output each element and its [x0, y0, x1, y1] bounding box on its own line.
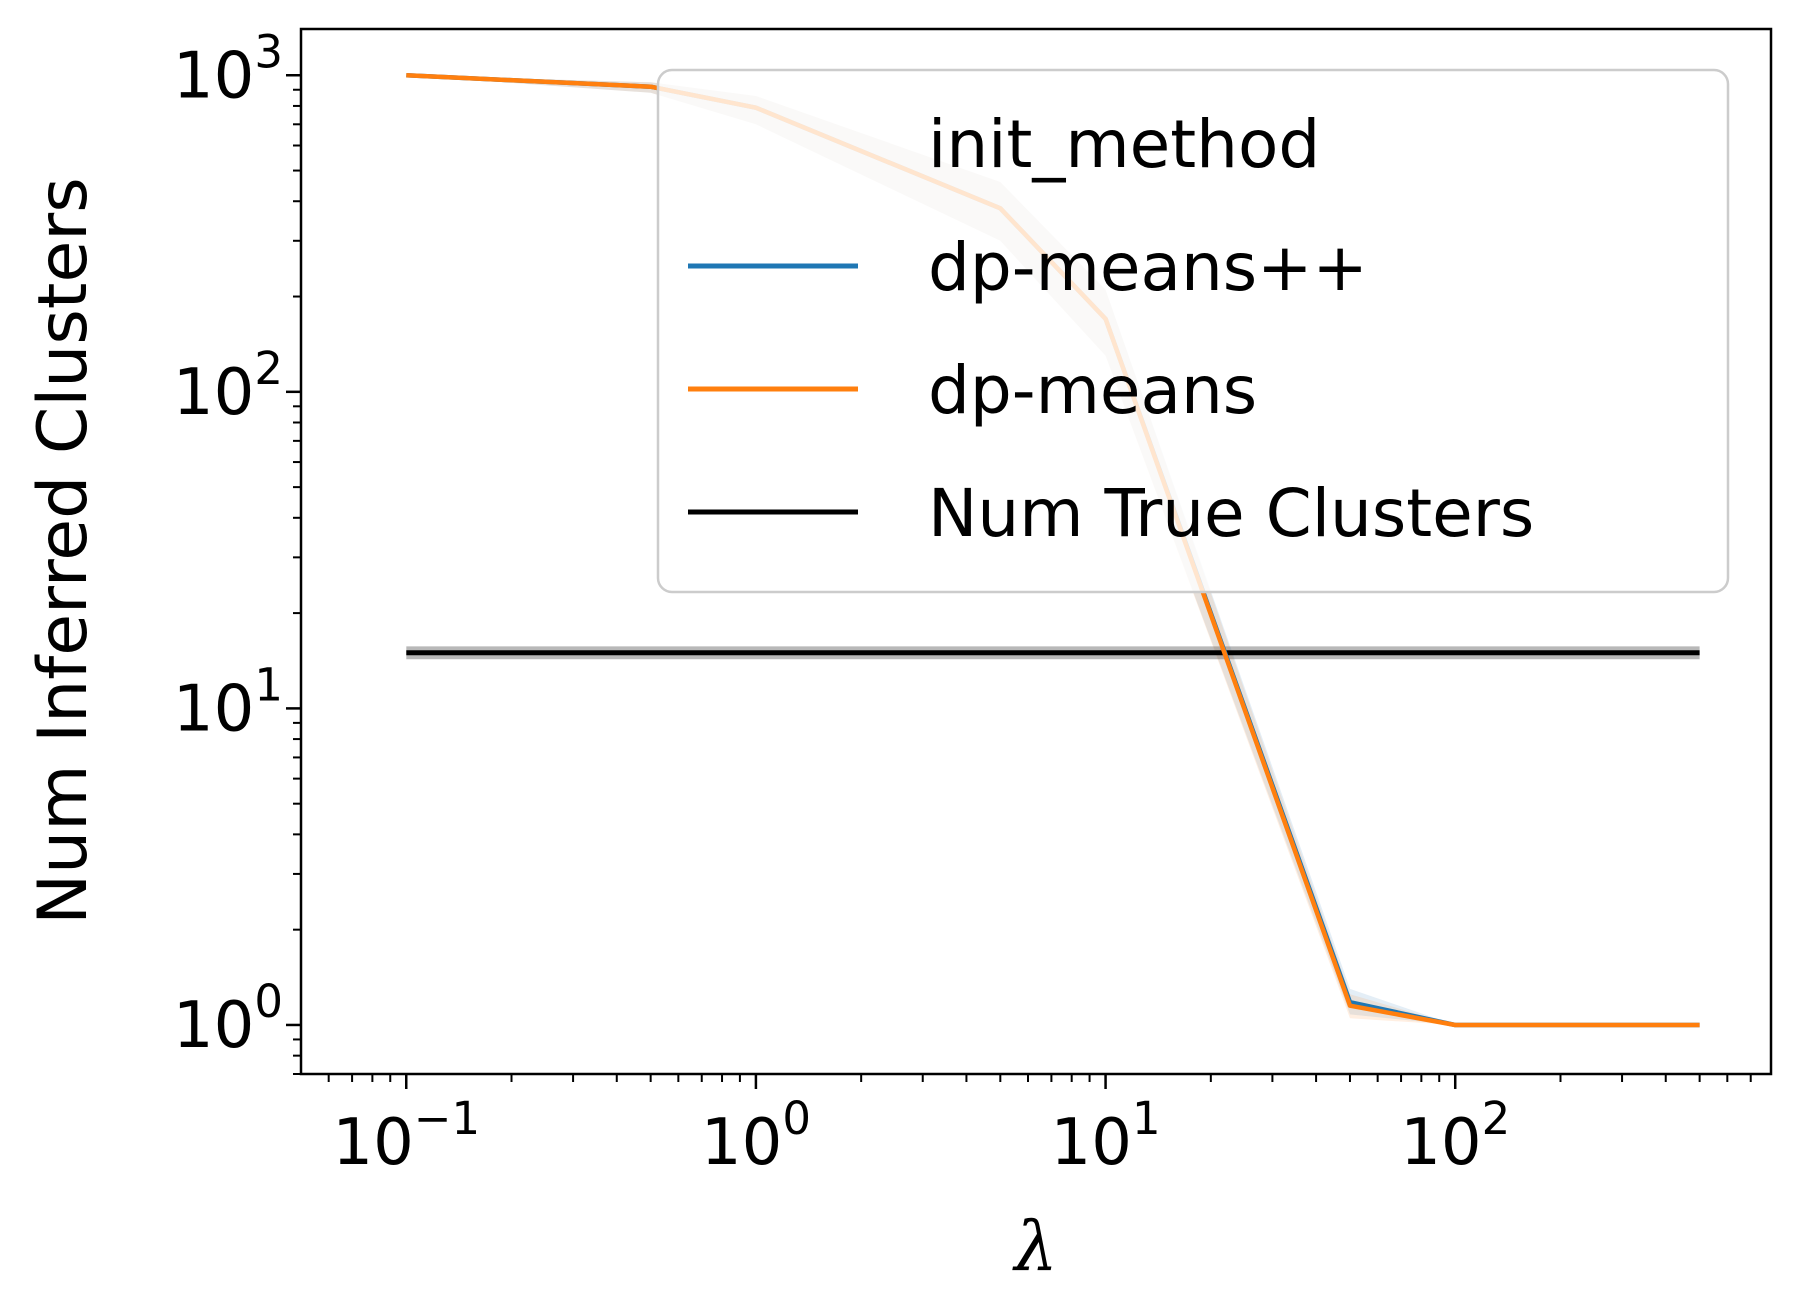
y-tick-label: 102 [173, 342, 283, 430]
legend-title: init_method [928, 106, 1320, 183]
x-tick-label: 101 [1051, 1092, 1161, 1180]
axis-ticks [286, 74, 1752, 1089]
x-tick-label: 100 [701, 1092, 811, 1180]
legend: init_method dp-means++ dp-means Num True C… [656, 68, 1730, 594]
plot-frame [299, 27, 1773, 1076]
x-tick-labels: 10−1 100 101 102 [332, 1092, 1510, 1180]
x-tick-label: 10−1 [332, 1092, 480, 1180]
y-tick-label: 103 [173, 25, 283, 113]
x-tick-label: 102 [1400, 1092, 1510, 1180]
y-axis-title: Num Inferred Clusters [24, 177, 103, 924]
legend-label: dp-means [928, 352, 1257, 429]
legend-label: Num True Clusters [928, 475, 1534, 552]
y-tick-label: 101 [173, 658, 283, 746]
x-axis-title: λ [1011, 1208, 1057, 1287]
y-tick-label: 100 [173, 975, 283, 1063]
legend-entries: dp-means++ dp-means Num True Clusters [688, 229, 1534, 552]
legend-label: dp-means++ [928, 229, 1368, 306]
legend-box [656, 68, 1730, 594]
y-tick-labels: 100 101 102 103 [173, 25, 283, 1063]
